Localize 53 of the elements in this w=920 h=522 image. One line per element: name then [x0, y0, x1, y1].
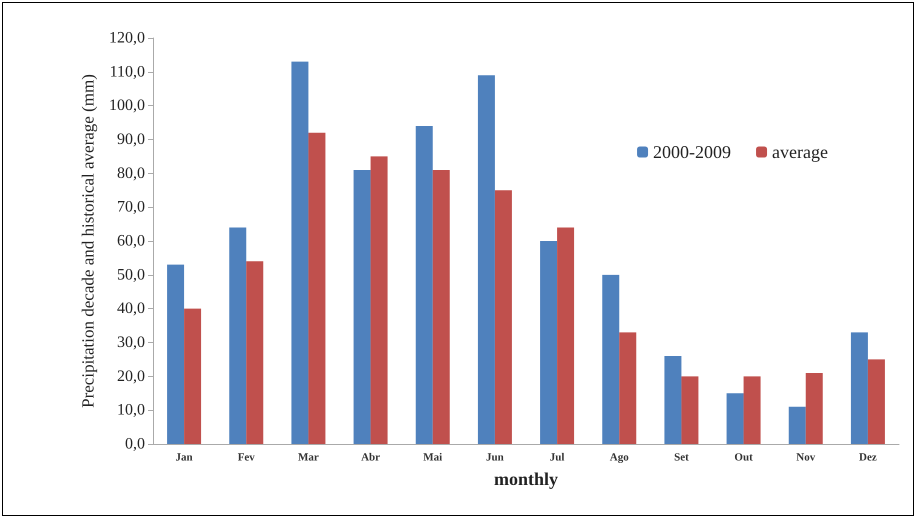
- legend-label: 2000-2009: [653, 142, 732, 162]
- x-tick-label: Mar: [298, 452, 319, 464]
- bar: [850, 332, 868, 444]
- bar: [291, 62, 308, 444]
- x-tick-label: Set: [674, 452, 690, 464]
- y-tick-label: 80,0: [117, 164, 145, 182]
- y-axis-title: Precipitation decade and historical average (mm): [78, 74, 98, 408]
- legend-label: average: [772, 142, 828, 162]
- bar: [246, 261, 264, 444]
- y-tick-label: 120,0: [109, 30, 145, 46]
- x-tick-label: Jan: [176, 452, 193, 464]
- bar: [167, 264, 184, 444]
- bar: [308, 132, 326, 444]
- bar: [540, 241, 558, 444]
- bar: [494, 190, 512, 444]
- x-tick-label: Ago: [610, 452, 630, 464]
- x-tick-label: Nov: [796, 452, 816, 464]
- x-axis-title: monthly: [494, 469, 558, 489]
- y-tick-label: 10,0: [117, 402, 145, 419]
- bar: [726, 393, 744, 444]
- y-tick-label: 60,0: [117, 232, 145, 250]
- x-tick-label: Mai: [423, 452, 442, 464]
- bar: [478, 75, 495, 444]
- y-tick-label: 90,0: [117, 131, 145, 148]
- y-tick-label: 110,0: [110, 63, 145, 80]
- bar: [788, 406, 806, 444]
- y-tick-label: 70,0: [117, 198, 145, 216]
- bar: [557, 227, 574, 444]
- bar: [354, 170, 371, 444]
- bar: [806, 372, 823, 444]
- bar: [602, 274, 620, 444]
- bar: [619, 332, 636, 444]
- bar: [184, 308, 202, 444]
- bar: [681, 376, 698, 444]
- bar: [744, 376, 761, 444]
- bar: [229, 227, 246, 444]
- y-tick-label: 0,0: [125, 436, 145, 452]
- x-tick-label: Fev: [238, 452, 256, 464]
- bar: [432, 170, 450, 444]
- y-tick-label: 50,0: [117, 266, 145, 284]
- y-tick-label: 20,0: [117, 368, 145, 385]
- x-tick-label: Jun: [486, 452, 504, 464]
- bar: [664, 356, 682, 444]
- y-tick-label: 100,0: [109, 97, 145, 114]
- x-tick-label: Dez: [859, 452, 877, 464]
- bar: [370, 156, 388, 444]
- x-tick-label: Abr: [361, 452, 380, 464]
- x-tick-label: Out: [734, 452, 754, 464]
- x-tick-label: Jul: [550, 452, 564, 464]
- y-tick-label: 40,0: [117, 300, 145, 318]
- bar: [868, 359, 885, 444]
- bar: [416, 126, 433, 444]
- y-tick-label: 30,0: [117, 334, 145, 351]
